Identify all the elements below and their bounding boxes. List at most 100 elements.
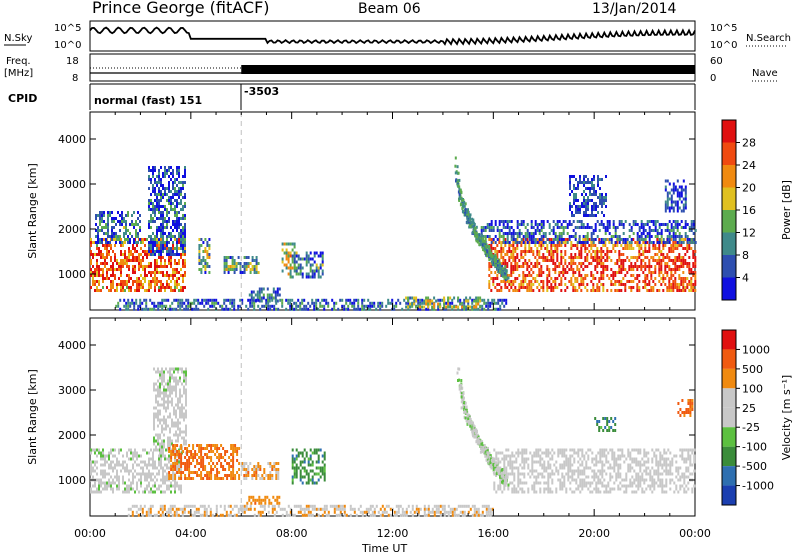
power-cell	[644, 250, 646, 253]
power-cell	[580, 256, 582, 259]
velocity-cell	[163, 407, 165, 410]
power-arc-cell	[484, 248, 486, 251]
power-cell	[513, 232, 515, 235]
power-cell	[557, 241, 559, 244]
power-cell	[225, 305, 227, 308]
velocity-cell	[298, 455, 300, 458]
power-cell	[133, 223, 135, 226]
power-cell	[457, 300, 459, 303]
velocity-cell	[200, 474, 202, 477]
power-cell	[178, 289, 180, 292]
power-cell	[587, 178, 589, 181]
power-cell	[297, 299, 299, 302]
power-cell	[673, 235, 675, 238]
power-cell	[602, 244, 604, 247]
velocity-cell	[132, 488, 134, 491]
power-cell	[606, 274, 608, 277]
velocity-cell	[176, 453, 178, 456]
power-cell	[638, 247, 640, 250]
power-cell	[116, 259, 118, 262]
power-cell	[688, 268, 690, 271]
velocity-cell	[155, 407, 157, 410]
power-cell	[568, 268, 570, 271]
power-cell	[138, 283, 140, 286]
velocity-cell	[184, 474, 186, 477]
power-cell	[126, 286, 128, 289]
power-cell	[641, 232, 643, 235]
power-cell	[178, 283, 180, 286]
power-cell	[568, 262, 570, 265]
power-cell	[662, 280, 664, 283]
power-cell	[513, 229, 515, 232]
power-cell	[180, 199, 182, 202]
velocity-cell	[172, 447, 174, 450]
power-cell	[114, 289, 116, 292]
power-cell	[605, 175, 607, 178]
power-cell	[221, 308, 223, 311]
power-cell	[623, 238, 625, 241]
power-cell	[673, 220, 675, 223]
power-cell	[108, 244, 110, 247]
power-cell	[127, 229, 129, 232]
power-cell	[160, 226, 162, 229]
power-cell	[557, 220, 559, 223]
power-cell	[586, 253, 588, 256]
power-cell	[618, 265, 620, 268]
velocity-cell	[161, 440, 163, 443]
power-cell	[639, 229, 641, 232]
power-cell	[248, 262, 250, 265]
power-cell	[636, 274, 638, 277]
power-cell	[510, 283, 512, 286]
power-cell	[489, 223, 491, 226]
power-cell	[554, 247, 556, 250]
power-cell	[526, 262, 528, 265]
velocity-cell	[256, 499, 258, 502]
power-cell	[154, 244, 156, 247]
power-cell	[540, 268, 542, 271]
power-cell	[363, 299, 365, 302]
power-cell	[509, 232, 511, 235]
freq-strip: Freq. [MHz] 18 8 Nave 60 0	[4, 54, 778, 84]
power-cell	[471, 302, 473, 305]
power-cell	[516, 289, 518, 292]
power-cell	[182, 214, 184, 217]
power-cell	[289, 302, 291, 305]
velocity-cell	[238, 447, 240, 450]
velocity-cell	[163, 374, 165, 377]
power-cell	[161, 302, 163, 305]
power-cell	[602, 274, 604, 277]
power-cell	[176, 202, 178, 205]
power-cell	[156, 271, 158, 274]
velocity-cell	[98, 491, 100, 494]
power-cell	[254, 265, 256, 268]
power-cell	[599, 223, 601, 226]
power-cell	[479, 297, 481, 300]
power-cell	[229, 302, 231, 305]
power-cell	[164, 175, 166, 178]
power-cell	[601, 241, 603, 244]
velocity-cell	[170, 456, 172, 459]
power-cell	[589, 214, 591, 217]
power-cell	[506, 250, 508, 253]
power-cell	[310, 270, 312, 273]
power-cell	[244, 268, 246, 271]
power-cell	[455, 306, 457, 309]
power-cell	[669, 207, 671, 210]
power-cell	[118, 283, 120, 286]
power-cell	[158, 208, 160, 211]
power-cell	[164, 166, 166, 169]
power-cell	[176, 247, 178, 250]
velocity-cell	[104, 485, 106, 488]
power-cell	[271, 305, 273, 308]
power-cell	[503, 226, 505, 229]
power-cell	[665, 201, 667, 204]
power-cell	[579, 175, 581, 178]
power-cell	[576, 247, 578, 250]
velocity-cell	[96, 467, 98, 470]
power-cell	[639, 235, 641, 238]
power-cell	[577, 208, 579, 211]
velocity-cell	[155, 389, 157, 392]
power-cell	[620, 265, 622, 268]
power-cell	[179, 308, 181, 311]
velocity-cell	[220, 465, 222, 468]
